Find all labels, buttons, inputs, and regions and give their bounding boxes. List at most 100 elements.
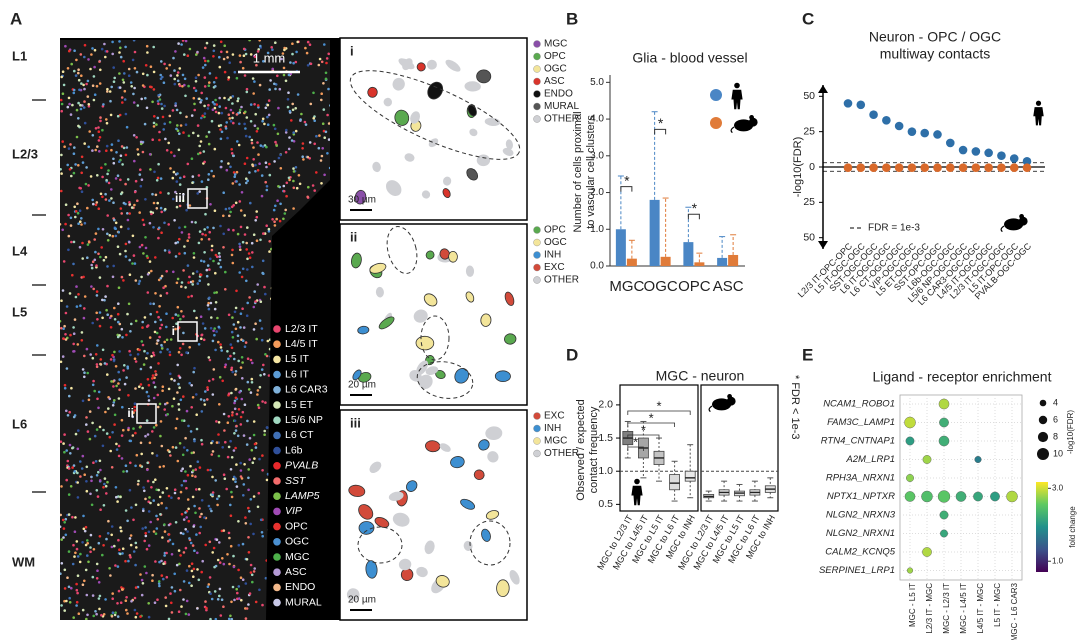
cell-blob [435, 575, 450, 588]
cell-dot [79, 552, 82, 556]
cell-dot [134, 387, 137, 390]
cell-dot [271, 48, 274, 51]
cell-dot [146, 461, 149, 465]
cell-dot [112, 380, 115, 383]
cell-dot [93, 238, 96, 241]
cell-dot [96, 569, 99, 572]
cell-dot [130, 206, 134, 209]
cell-dot [217, 421, 221, 424]
cell-dot [79, 220, 82, 223]
cell-dot [199, 398, 203, 401]
cell-dot [141, 326, 144, 329]
cell-dot [189, 430, 193, 433]
legend-swatch [533, 102, 541, 111]
cell-dot [127, 559, 130, 563]
cell-dot [251, 580, 254, 584]
legend-label: VIP [285, 505, 302, 517]
cell-dot [113, 413, 117, 417]
cell-dot [206, 226, 209, 229]
cell-dot [168, 251, 171, 254]
cell-dot [145, 325, 149, 328]
cell-dot [154, 320, 157, 324]
cell-dot [142, 486, 145, 489]
cell-dot [258, 319, 262, 322]
cell-dot [158, 495, 162, 499]
cell-dot [95, 201, 99, 204]
cell-dot [234, 370, 238, 373]
cell-dot [217, 494, 221, 498]
cell-dot [231, 585, 235, 589]
cell-dot [103, 482, 106, 486]
cell-dot [159, 177, 163, 180]
cell-dot [272, 123, 276, 127]
cell-dot [260, 338, 264, 342]
cell-blob [476, 69, 492, 84]
cell-dot [273, 127, 277, 131]
cell-dot [149, 501, 152, 505]
cell-dot [95, 612, 98, 616]
cell-dot [234, 388, 237, 391]
cell-dot [188, 204, 192, 207]
cell-dot [265, 145, 268, 149]
cell-dot [201, 232, 204, 236]
legend-swatch [273, 538, 281, 546]
cell-dot [145, 106, 149, 110]
cell-dot [155, 527, 159, 530]
cell-dot [147, 544, 151, 547]
cell-dot [246, 301, 249, 305]
cell-dot [230, 617, 234, 620]
cell-dot [197, 343, 201, 346]
cell-dot [211, 378, 215, 381]
cell-blob [496, 579, 510, 597]
cell-blob [402, 58, 413, 71]
cell-dot [150, 269, 153, 273]
cell-dot [116, 335, 120, 339]
cell-dot [119, 552, 122, 556]
cell-dot [182, 598, 185, 601]
cell-dot [99, 362, 102, 366]
cell-dot [179, 398, 183, 402]
legend-label: ASC [285, 566, 307, 578]
cell-blob [392, 512, 410, 527]
cell-dot [72, 240, 76, 244]
cell-dot [313, 142, 317, 146]
cell-dot [82, 275, 85, 279]
cell-dot [132, 92, 135, 96]
cell-dot [199, 315, 203, 319]
cell-dot [285, 181, 289, 185]
cell-dot [230, 148, 233, 151]
cell-dot [237, 568, 240, 572]
cell-dot [74, 74, 78, 77]
cell-dot [241, 240, 245, 244]
cell-dot [121, 101, 124, 104]
cell-dot [187, 424, 190, 428]
cell-dot [117, 286, 121, 290]
cell-dot [200, 259, 203, 263]
region-label: iii [175, 191, 185, 205]
cell-dot [73, 318, 77, 321]
cell-dot [228, 117, 232, 120]
cell-dot [178, 376, 182, 379]
cell-dot [269, 79, 272, 82]
cell-dot [271, 67, 275, 71]
cell-dot [131, 262, 134, 265]
cell-dot [69, 333, 72, 337]
dot [894, 163, 904, 173]
cell-dot [125, 125, 129, 129]
cell-dot [109, 358, 113, 361]
cell-dot [77, 222, 80, 225]
cell-dot [245, 248, 248, 251]
cell-dot [327, 122, 330, 125]
cell-dot [90, 285, 93, 288]
cell-dot [157, 315, 160, 319]
cell-dot [169, 167, 172, 170]
cell-dot [166, 348, 169, 351]
chart-title: Glia - blood vessel [632, 50, 747, 66]
cell-dot [219, 346, 223, 349]
cell-dot [150, 212, 153, 216]
cell-dot [244, 110, 247, 114]
cell-dot [174, 190, 177, 194]
cell-dot [238, 183, 241, 186]
cell-dot [186, 498, 190, 501]
cell-dot [218, 96, 221, 100]
